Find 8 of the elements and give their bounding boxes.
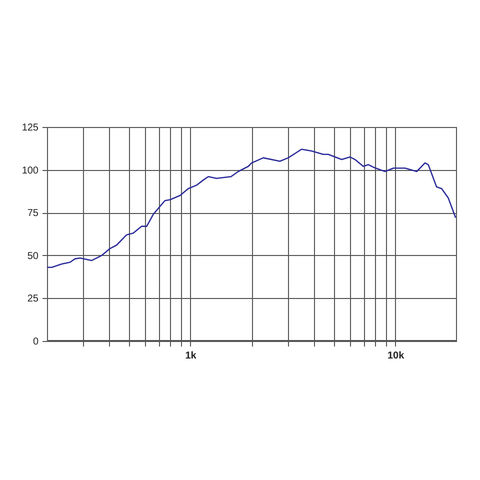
y-tick-label: 50 [27,250,39,262]
y-tick-label: 75 [27,208,39,220]
x-tick-label: 10k [387,350,405,362]
y-tick-label: 25 [27,294,39,305]
x-tick-label: 1k [185,350,197,362]
y-tick-label: 0 [32,336,39,348]
y-tick-label: 125 [22,122,39,134]
y-tick-label: 100 [22,165,39,176]
